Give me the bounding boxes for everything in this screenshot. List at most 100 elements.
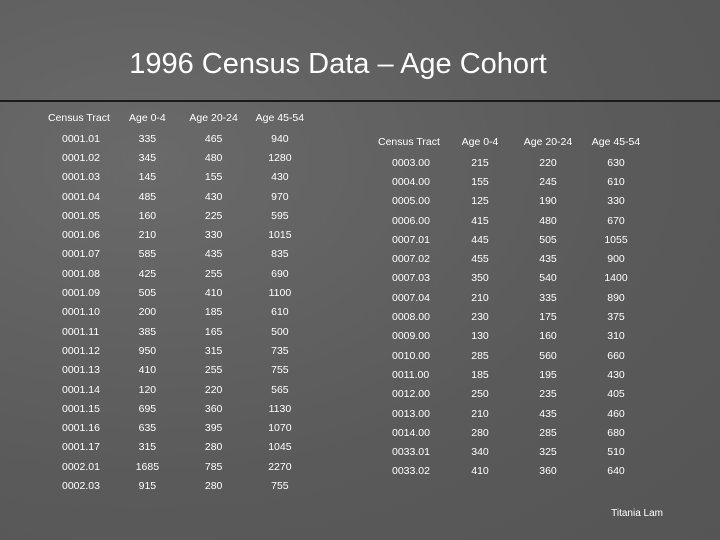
cell-age-20-24: 155: [204, 171, 223, 184]
cell-age-20-24: 360: [204, 402, 223, 415]
cell-age-45-54: 1045: [268, 441, 292, 454]
table-row: 0001.12 950 315 735: [48, 341, 313, 360]
cell-age-45-54: 405: [607, 388, 625, 401]
cell-age-20-24: 220: [204, 383, 223, 396]
cell-age-0-4: 230: [471, 311, 489, 324]
cell-age-20-24: 280: [204, 479, 223, 492]
cell-age-0-4: 130: [471, 330, 489, 343]
cell-age-20-24: 360: [539, 465, 557, 478]
table-row: 0001.04 485 430 970: [48, 187, 313, 206]
cell-age-20-24: 480: [204, 151, 223, 164]
cell-census-tract: 0006.00: [392, 214, 430, 227]
cell-age-20-24: 255: [204, 267, 223, 280]
cell-age-45-54: 460: [607, 407, 625, 420]
table-row: 0001.14 120 220 565: [48, 380, 313, 399]
header-age-0-4: Age 0-4: [128, 112, 166, 124]
table-row: 0010.00 285 560 660: [378, 346, 650, 365]
cell-age-45-54: 510: [607, 446, 625, 459]
cell-age-20-24: 395: [204, 422, 223, 435]
cell-age-0-4: 335: [138, 132, 157, 145]
cell-census-tract: 0007.03: [392, 272, 430, 285]
cell-age-0-4: 285: [471, 349, 489, 362]
cell-census-tract: 0001.08: [62, 267, 100, 280]
header-age-0-4: Age 0-4: [461, 136, 499, 148]
cell-age-0-4: 445: [471, 233, 489, 246]
cell-age-0-4: 345: [138, 151, 157, 164]
cell-age-0-4: 410: [138, 364, 157, 377]
cell-age-20-24: 465: [204, 132, 223, 145]
cell-age-20-24: 435: [204, 248, 223, 261]
cell-age-0-4: 125: [471, 195, 489, 208]
table-row: 0001.03 145 155 430: [48, 168, 313, 187]
cell-age-0-4: 950: [138, 344, 157, 357]
cell-age-45-54: 500: [271, 325, 289, 338]
table-row: 0007.03 350 540 1400: [378, 269, 650, 288]
table-row: 0001.10 200 185 610: [48, 303, 313, 322]
table-row: 0001.13 410 255 755: [48, 361, 313, 380]
header-age-45-54: Age 45-54: [591, 136, 641, 148]
cell-age-45-54: 310: [607, 330, 625, 343]
header-age-20-24: Age 20-24: [523, 136, 573, 148]
cell-age-45-54: 835: [271, 248, 289, 261]
cell-age-20-24: 175: [539, 311, 557, 324]
cell-census-tract: 0001.14: [62, 383, 100, 396]
cell-age-0-4: 410: [471, 465, 489, 478]
cell-age-20-24: 255: [204, 364, 223, 377]
cell-age-20-24: 540: [539, 272, 557, 285]
cell-age-45-54: 1100: [268, 287, 292, 300]
table-row: 0001.15 695 360 1130: [48, 399, 313, 418]
cell-age-20-24: 190: [539, 195, 557, 208]
cell-age-0-4: 250: [471, 388, 489, 401]
cell-census-tract: 0001.16: [62, 422, 100, 435]
cell-census-tract: 0002.01: [62, 460, 100, 473]
cell-age-0-4: 185: [471, 368, 489, 381]
cell-census-tract: 0011.00: [392, 368, 430, 381]
cell-census-tract: 0005.00: [392, 195, 430, 208]
cell-age-0-4: 210: [471, 291, 489, 304]
cell-age-0-4: 160: [138, 209, 157, 222]
cell-age-45-54: 1015: [268, 229, 292, 242]
cell-age-45-54: 735: [271, 344, 289, 357]
cell-census-tract: 0033.02: [392, 465, 430, 478]
cell-age-0-4: 635: [138, 422, 157, 435]
cell-census-tract: 0001.04: [62, 190, 100, 203]
cell-age-20-24: 410: [204, 287, 223, 300]
cell-age-0-4: 425: [138, 267, 157, 280]
cell-census-tract: 0001.10: [62, 306, 100, 319]
cell-age-20-24: 325: [539, 446, 557, 459]
cell-age-20-24: 435: [539, 253, 557, 266]
cell-census-tract: 0007.02: [392, 253, 430, 266]
table-row: 0014.00 280 285 680: [378, 423, 650, 442]
census-table-left: Census Tract Age 0-4 Age 20-24 Age 45-54…: [48, 107, 313, 496]
cell-age-20-24: 435: [539, 407, 557, 420]
cell-age-0-4: 485: [138, 190, 157, 203]
cell-age-45-54: 1055: [604, 233, 628, 246]
cell-age-20-24: 430: [204, 190, 223, 203]
cell-census-tract: 0001.09: [62, 287, 100, 300]
cell-age-45-54: 565: [271, 383, 289, 396]
slide-title: 1996 Census Data – Age Cohort: [129, 48, 547, 80]
cell-age-0-4: 155: [471, 175, 489, 188]
cell-age-20-24: 335: [539, 291, 557, 304]
cell-census-tract: 0001.03: [62, 171, 100, 184]
table-row: 0009.00 130 160 310: [378, 327, 650, 346]
cell-age-45-54: 890: [607, 291, 625, 304]
cell-census-tract: 0007.04: [392, 291, 430, 304]
cell-census-tract: 0013.00: [392, 407, 430, 420]
cell-age-0-4: 120: [138, 383, 157, 396]
table-header-row: Census Tract Age 0-4 Age 20-24 Age 45-54: [48, 107, 313, 129]
cell-census-tract: 0010.00: [392, 349, 430, 362]
table-row: 0002.01 1685 785 2270: [48, 457, 313, 476]
title-divider: [0, 100, 720, 102]
cell-age-45-54: 680: [607, 426, 625, 439]
cell-age-45-54: 610: [271, 306, 289, 319]
table-row: 0007.01 445 505 1055: [378, 230, 650, 249]
cell-age-45-54: 1130: [268, 402, 292, 415]
table-row: 0033.02 410 360 640: [378, 462, 650, 481]
table-row: 0002.03 915 280 755: [48, 476, 313, 495]
cell-age-45-54: 1400: [604, 272, 628, 285]
cell-age-45-54: 970: [271, 190, 289, 203]
cell-census-tract: 0009.00: [392, 330, 430, 343]
cell-age-20-24: 195: [539, 368, 557, 381]
cell-age-20-24: 480: [539, 214, 557, 227]
